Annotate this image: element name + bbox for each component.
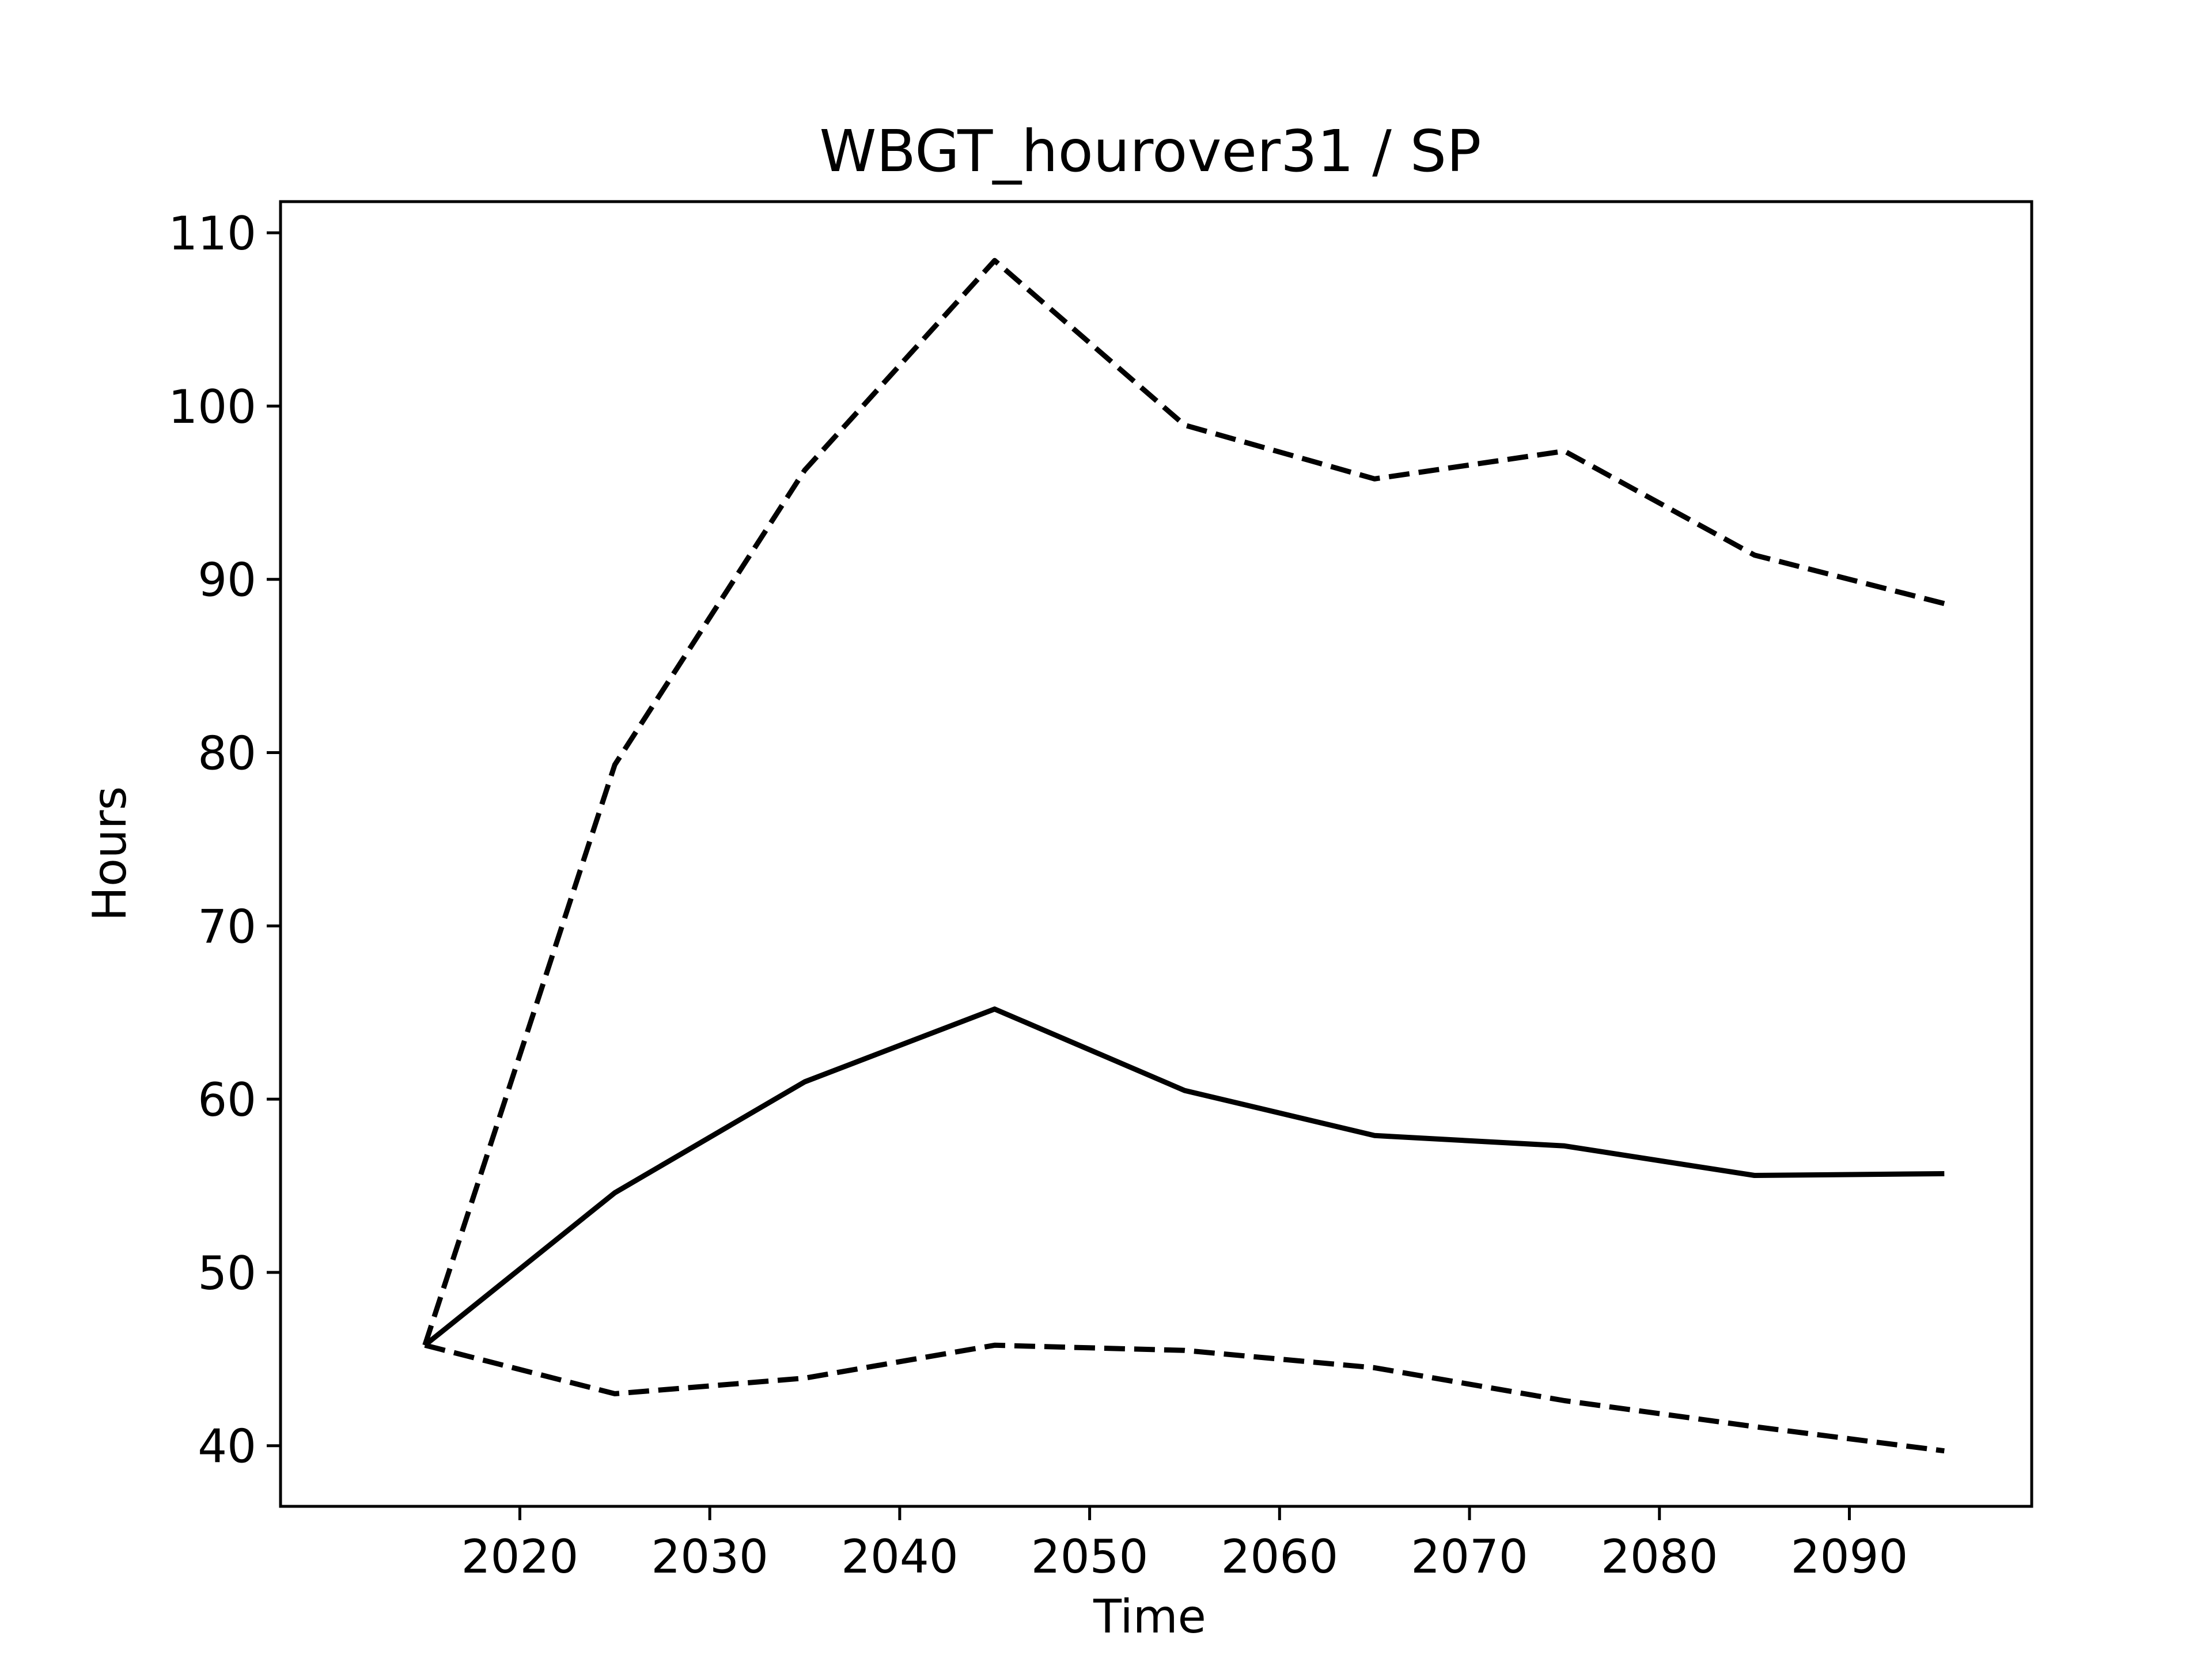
chart-title: WBGT_hourover31 / SP xyxy=(820,118,1482,185)
y-tick-label: 100 xyxy=(168,380,256,434)
series-line-dashed-1 xyxy=(422,257,1945,1346)
y-tick-label: 60 xyxy=(198,1073,256,1127)
plot-area xyxy=(279,200,2033,1508)
x-tick-label: 2090 xyxy=(1791,1530,1908,1584)
x-tick-label: 2060 xyxy=(1221,1530,1339,1584)
y-tick-label: 50 xyxy=(198,1247,256,1300)
x-tick-label: 2020 xyxy=(461,1530,579,1584)
y-tick-label: 110 xyxy=(168,207,256,260)
x-axis-label: Time xyxy=(1093,1590,1206,1643)
y-tick-label: 70 xyxy=(198,900,256,953)
y-tick-label: 80 xyxy=(198,727,256,781)
x-tick-label: 2080 xyxy=(1601,1530,1718,1584)
series-line-solid xyxy=(423,1006,1945,1347)
y-tick-label: 40 xyxy=(198,1420,256,1474)
y-axis: 40 50 60 70 80 90 100 110 xyxy=(168,207,281,1474)
plot-frame xyxy=(279,200,2033,1508)
y-tick-label: 90 xyxy=(198,554,256,607)
x-tick-label: 2070 xyxy=(1411,1530,1528,1584)
x-tick-label: 2040 xyxy=(841,1530,959,1584)
x-tick-label: 2030 xyxy=(651,1530,768,1584)
series-line-dashed-2 xyxy=(424,1342,1945,1454)
x-tick-label: 2050 xyxy=(1031,1530,1149,1584)
x-axis: 2020 2030 2040 2050 2060 2070 2080 2090 xyxy=(461,1506,1908,1584)
y-axis-label: Hours xyxy=(83,786,137,921)
series-group xyxy=(422,257,1945,1454)
